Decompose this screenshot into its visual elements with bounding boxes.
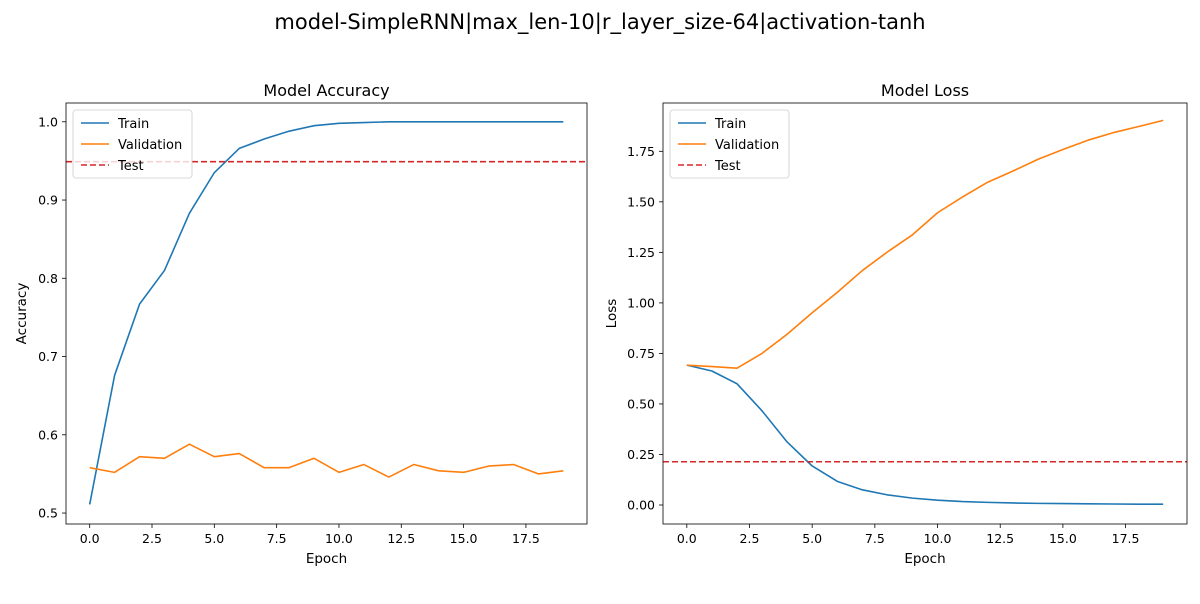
x-tick-label: 12.5 (986, 531, 1014, 546)
legend-label: Test (714, 159, 741, 174)
y-tick-label: 0.25 (627, 447, 655, 462)
y-tick-label: 0.7 (38, 349, 58, 364)
y-tick-label: 0.8 (38, 271, 58, 286)
x-axis-label: Epoch (306, 551, 347, 567)
plot-title: Model Accuracy (263, 81, 389, 100)
loss-chart: Model Loss 0.0 2.5 5.0 7.5 10.0 12.5 15.0 17.5 0.… (604, 81, 1187, 567)
y-axis-label: Accuracy (14, 283, 30, 345)
x-tick-label: 2.5 (142, 531, 162, 546)
x-tick-label: 2.5 (740, 531, 760, 546)
y-tick-label: 0.9 (38, 193, 58, 208)
series-line-train (687, 365, 1163, 504)
x-tick-label: 0.0 (80, 531, 100, 546)
x-tick-label: 7.5 (267, 531, 287, 546)
x-tick-label: 12.5 (387, 531, 415, 546)
figure-suptitle: model-SimpleRNN|max_len-10|r_layer_size-… (274, 10, 925, 35)
x-tick-label: 17.5 (1112, 531, 1140, 546)
legend-label: Validation (118, 138, 182, 153)
x-tick-label: 15.0 (1049, 531, 1077, 546)
x-tick-label: 17.5 (512, 531, 540, 546)
plot-lines (66, 122, 587, 505)
x-tick-label: 10.0 (924, 531, 952, 546)
y-tick-label: 0.75 (627, 346, 655, 361)
x-axis-label: Epoch (904, 551, 945, 567)
legend: Train Validation Test (73, 110, 192, 178)
x-tick-label: 15.0 (450, 531, 478, 546)
legend: Train Validation Test (670, 110, 789, 178)
legend-label: Test (117, 159, 144, 174)
legend-label: Train (714, 117, 746, 132)
y-tick-label: 1.75 (627, 144, 655, 159)
y-tick-label: 0.5 (38, 506, 58, 521)
x-tick-label: 10.0 (325, 531, 353, 546)
legend-label: Validation (715, 138, 779, 153)
legend-label: Train (117, 117, 149, 132)
x-tick-label: 5.0 (204, 531, 224, 546)
y-tick-label: 0.6 (38, 427, 58, 442)
accuracy-chart: Model Accuracy 0.0 2.5 5.0 7.5 10.0 12.5 15.0 17… (14, 81, 587, 567)
y-axis-label: Loss (604, 299, 620, 329)
y-tick-label: 0.00 (627, 498, 655, 513)
x-tick-label: 7.5 (865, 531, 885, 546)
series-line-train (90, 122, 564, 505)
y-tick-label: 1.0 (38, 114, 58, 129)
series-line-validation (90, 444, 564, 477)
y-tick-label: 0.50 (627, 396, 655, 411)
plot-title: Model Loss (881, 81, 969, 100)
x-tick-label: 0.0 (677, 531, 697, 546)
y-tick-label: 1.50 (627, 194, 655, 209)
x-tick-label: 5.0 (802, 531, 822, 546)
y-tick-label: 1.25 (627, 245, 655, 260)
y-tick-label: 1.00 (627, 295, 655, 310)
